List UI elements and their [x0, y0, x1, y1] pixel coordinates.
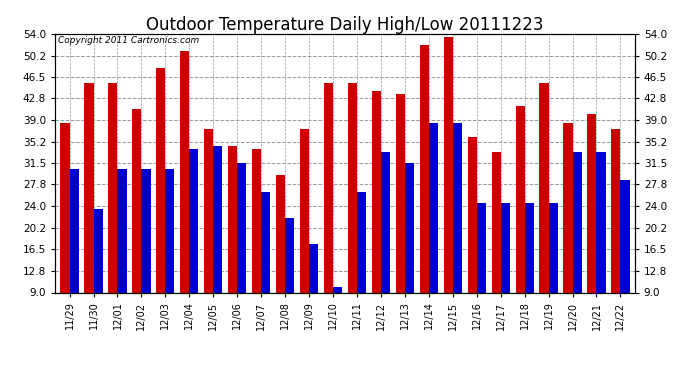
Bar	[573, 152, 582, 292]
Bar	[357, 192, 366, 292]
Bar	[61, 123, 70, 292]
Bar	[309, 244, 318, 292]
Bar	[564, 123, 573, 292]
Bar	[348, 82, 357, 292]
Bar	[540, 82, 549, 292]
Bar	[285, 218, 294, 292]
Bar	[587, 114, 596, 292]
Bar	[444, 37, 453, 292]
Bar	[428, 123, 438, 292]
Bar	[94, 209, 103, 292]
Bar	[515, 106, 524, 292]
Bar	[108, 82, 117, 292]
Bar	[372, 91, 381, 292]
Bar	[156, 68, 166, 292]
Bar	[141, 169, 150, 292]
Bar	[333, 287, 342, 292]
Bar	[132, 108, 141, 292]
Bar	[549, 203, 558, 292]
Bar	[237, 163, 246, 292]
Bar	[420, 45, 428, 292]
Bar	[180, 51, 189, 292]
Bar	[84, 82, 94, 292]
Text: Copyright 2011 Cartronics.com: Copyright 2011 Cartronics.com	[58, 36, 199, 45]
Bar	[300, 129, 309, 292]
Bar	[468, 137, 477, 292]
Bar	[189, 149, 199, 292]
Bar	[453, 123, 462, 292]
Bar	[596, 152, 606, 292]
Bar	[228, 146, 237, 292]
Bar	[276, 175, 285, 292]
Bar	[501, 203, 510, 292]
Bar	[324, 82, 333, 292]
Bar	[262, 192, 270, 292]
Bar	[381, 152, 390, 292]
Bar	[405, 163, 414, 292]
Bar	[620, 180, 629, 292]
Bar	[396, 94, 405, 292]
Title: Outdoor Temperature Daily High/Low 20111223: Outdoor Temperature Daily High/Low 20111…	[146, 16, 544, 34]
Bar	[477, 203, 486, 292]
Bar	[252, 149, 262, 292]
Bar	[70, 169, 79, 292]
Bar	[524, 203, 534, 292]
Bar	[204, 129, 213, 292]
Bar	[611, 129, 620, 292]
Bar	[166, 169, 175, 292]
Bar	[491, 152, 501, 292]
Bar	[117, 169, 126, 292]
Bar	[213, 146, 222, 292]
